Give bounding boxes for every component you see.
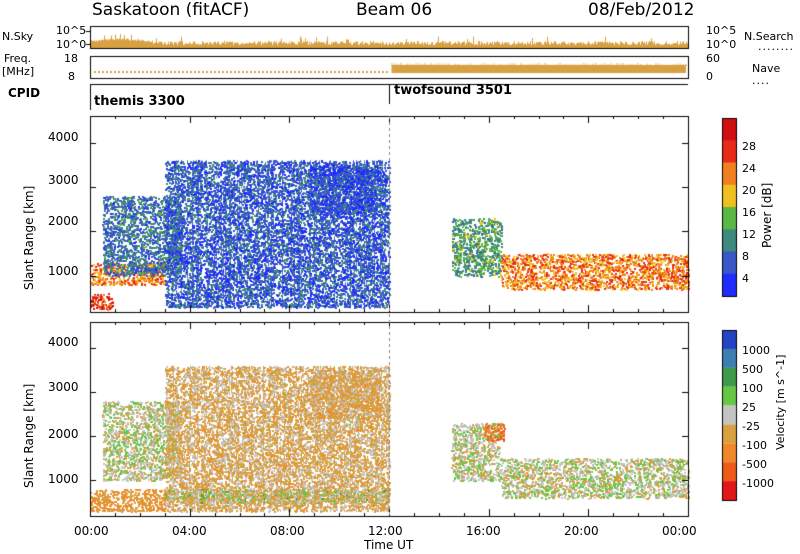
cpid-mode-themis: themis 3300: [94, 94, 185, 109]
velocity-cbar-tick-neg500: -500: [742, 458, 767, 471]
time-tick-4: 16:00: [466, 524, 501, 538]
time-xlabel: Time UT: [364, 538, 414, 552]
power-cbar-tick-20: 20: [742, 184, 756, 197]
time-tick-3: 12:00: [368, 524, 403, 538]
power-cbar-tick-8: 8: [742, 250, 749, 263]
time-tick-1: 04:00: [172, 524, 207, 538]
freq-tick-bottom: 8: [68, 70, 75, 83]
velocity-cbar-tick-25: 25: [742, 401, 756, 414]
cpid-label: CPID: [8, 86, 41, 100]
power-ytick-3000: 3000: [48, 173, 79, 187]
velocity-cbar-tick-neg100: -100: [742, 439, 767, 452]
freq-label: Freq.: [4, 52, 32, 65]
nsky-tick-bottom: 10^0: [56, 38, 87, 51]
velocity-cbar-tick-neg25: -25: [742, 420, 760, 433]
radar-title: Saskatoon (fitACF): [92, 0, 250, 20]
power-ytick-1000: 1000: [48, 264, 79, 278]
nsearch-label: N.Search: [744, 30, 794, 43]
velocity-ytick-1000: 1000: [48, 472, 79, 486]
power-cbar-tick-4: 4: [742, 272, 749, 285]
velocity-ytick-2000: 2000: [48, 427, 79, 441]
power-cbar-tick-12: 12: [742, 228, 756, 241]
nsearch-marker: ........: [758, 40, 794, 53]
freq-tick-top: 18: [64, 52, 78, 65]
time-tick-6: 00:00: [662, 524, 697, 538]
nave-label: Nave: [752, 62, 781, 75]
nsearch-tick-bottom: 10^0: [706, 38, 737, 51]
velocity-ylabel: Slant Range [km]: [22, 383, 36, 488]
power-ylabel: Slant Range [km]: [22, 185, 36, 290]
nave-marker: ....: [752, 74, 770, 87]
power-colorbar-label: Power [dB]: [760, 182, 774, 248]
nsky-tick-top: 10^5: [56, 24, 87, 37]
nave-tick-top: 60: [706, 52, 720, 65]
power-ytick-2000: 2000: [48, 214, 79, 228]
beam-label: Beam 06: [356, 0, 433, 20]
power-cbar-tick-16: 16: [742, 206, 756, 219]
power-cbar-tick-24: 24: [742, 162, 756, 175]
freq-unit-label: [MHz]: [2, 65, 35, 78]
date-label: 08/Feb/2012: [588, 0, 695, 20]
velocity-colorbar-label: Velocity [m s^-1]: [774, 354, 787, 450]
velocity-cbar-tick-100: 100: [742, 382, 763, 395]
power-ytick-4000: 4000: [48, 130, 79, 144]
velocity-cbar-tick-1000: 1000: [742, 344, 770, 357]
nave-tick-bottom: 0: [706, 70, 713, 83]
velocity-cbar-tick-neg1000: -1000: [742, 477, 774, 490]
velocity-ytick-3000: 3000: [48, 380, 79, 394]
cpid-mode-twofsound: twofsound 3501: [394, 83, 513, 98]
velocity-ytick-4000: 4000: [48, 335, 79, 349]
velocity-cbar-tick-500: 500: [742, 363, 763, 376]
time-tick-2: 08:00: [270, 524, 305, 538]
nsky-label: N.Sky: [2, 30, 34, 43]
time-tick-0: 00:00: [74, 524, 109, 538]
time-tick-5: 20:00: [564, 524, 599, 538]
nsearch-tick-top: 10^5: [706, 24, 737, 37]
power-cbar-tick-28: 28: [742, 140, 756, 153]
